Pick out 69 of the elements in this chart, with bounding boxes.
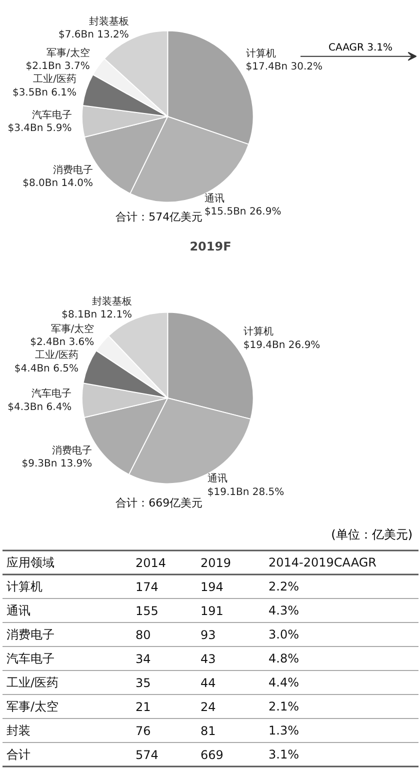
text: CAAGR 3.1% [328, 42, 393, 54]
category-label: 军事/太空 [6, 700, 59, 714]
category-label: 汽车电子 [6, 652, 54, 666]
slice-label: 消费电子 [53, 164, 94, 176]
data-label: 21 [136, 700, 151, 714]
slice-label: 汽车电子 [32, 388, 72, 400]
data-label: $3.4Bn 5.9% [8, 123, 72, 134]
data-label: $9.3Bn 13.9% [22, 458, 92, 470]
data-label: 44 [200, 676, 216, 690]
data-label: $2.1Bn 3.7% [26, 61, 90, 72]
data-label: 93 [200, 628, 216, 642]
data-label: 24 [200, 700, 216, 714]
data-label: 81 [200, 724, 216, 738]
data-label: 574 [136, 748, 158, 762]
data-label: $4.4Bn 6.5% [14, 363, 78, 374]
data-label: 4.3% [268, 604, 299, 618]
data-label: 191 [200, 604, 224, 618]
data-label: $15.5Bn 26.9% [204, 206, 282, 218]
text: 合计：574亿美元 [116, 210, 203, 224]
data-label: 43 [200, 652, 216, 666]
category-label: 通讯 [6, 604, 30, 618]
data-label: 80 [136, 628, 151, 642]
data-label: $2.4Bn 3.6% [30, 337, 94, 348]
data-label: 4.8% [268, 652, 299, 666]
data-label: $19.4Bn 26.9% [243, 340, 320, 351]
slice-label: 计算机 [246, 47, 276, 60]
category-label: 合计 [6, 748, 30, 762]
text: 2014-2019CAAGR [268, 556, 376, 570]
data-label: 174 [136, 580, 158, 594]
data-label: $7.6Bn 13.2% [58, 30, 129, 41]
text: 合计：669亿美元 [116, 496, 203, 510]
data-label: 35 [136, 676, 151, 690]
data-label: 4.4% [268, 676, 299, 690]
data-label: 34 [136, 652, 151, 666]
category-label: 工业/医药 [6, 676, 59, 690]
category-label: 封装 [6, 724, 30, 738]
slice-label: 汽车电子 [32, 108, 72, 121]
data-label: $4.3Bn 6.4% [8, 402, 72, 413]
slice-label: 工业/医药 [33, 73, 77, 86]
slice-label: 封装基板 [88, 15, 129, 28]
slice-label: 消费电子 [52, 444, 92, 456]
series-label: 2014 [136, 556, 166, 570]
data-label: 155 [136, 604, 158, 618]
slice-label: 军事/太空 [50, 322, 94, 335]
data-label: $19.1Bn 28.5% [207, 486, 284, 498]
data-label: 2.1% [268, 700, 299, 714]
chart-title: 2019F [190, 240, 232, 254]
slice-label: 工业/医药 [35, 349, 78, 362]
data-label: 3.1% [268, 748, 299, 762]
data-label: 1.3% [268, 724, 299, 738]
data-label: 669 [200, 748, 224, 762]
slice-label: 封装基板 [92, 295, 132, 308]
category-label: 消费电子 [6, 628, 54, 642]
text: 应用领域 [6, 556, 54, 570]
data-label: 76 [136, 724, 151, 738]
data-label: $3.5Bn 6.1% [12, 87, 77, 98]
data-label: $8.0Bn 14.0% [22, 178, 94, 190]
data-label: 194 [200, 580, 224, 594]
text: 2019 [200, 556, 232, 570]
data-label: $17.4Bn 30.2% [246, 62, 323, 73]
slice-label: 通讯 [204, 192, 224, 204]
data-label: 3.0% [268, 628, 299, 642]
data-label: $8.1Bn 12.1% [62, 310, 132, 321]
data-label: 2.2% [268, 580, 299, 594]
slice-label: 通讯 [207, 472, 228, 485]
slice-label: 军事/太空 [46, 47, 90, 60]
slice-label: 计算机 [243, 326, 274, 338]
category-label: 计算机 [6, 580, 42, 594]
text: (单位：亿美元) [331, 528, 413, 542]
